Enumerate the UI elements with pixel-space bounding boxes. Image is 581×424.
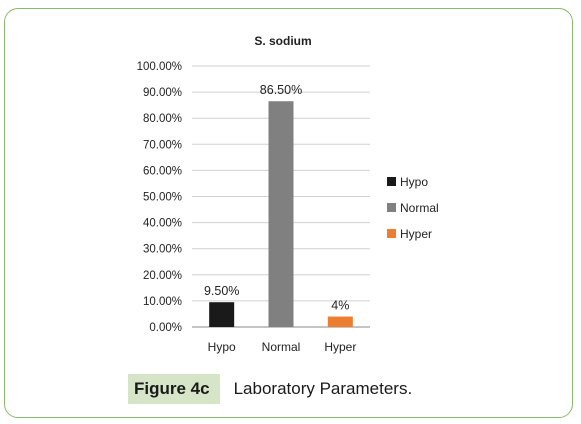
data-label: 4% <box>331 299 349 313</box>
y-tick-label: 100.00% <box>137 61 182 73</box>
legend-swatch <box>387 177 396 186</box>
bar-hypo <box>209 302 235 327</box>
figure-caption-text: Laboratory Parameters. <box>233 379 413 398</box>
y-tick-label: 50.00% <box>143 192 182 204</box>
y-tick-label: 90.00% <box>143 87 182 99</box>
y-tick-label: 40.00% <box>143 218 182 230</box>
legend-swatch <box>387 203 396 212</box>
legend-label: Hyper <box>400 227 432 241</box>
y-tick-label: 0.00% <box>149 322 182 334</box>
y-tick-label: 60.00% <box>143 165 182 177</box>
y-tick-label: 10.00% <box>143 296 182 308</box>
x-tick-label: Normal <box>262 340 301 354</box>
y-tick-label: 30.00% <box>143 244 182 256</box>
y-tick-label: 70.00% <box>143 139 182 151</box>
figure-caption: Figure 4c Laboratory Parameters. <box>128 374 412 404</box>
x-tick-label: Hypo <box>208 340 236 354</box>
bar-normal <box>268 101 294 327</box>
y-tick-label: 80.00% <box>143 113 182 125</box>
x-tick-label: Hyper <box>324 340 356 354</box>
data-label: 9.50% <box>204 284 239 298</box>
data-label: 86.50% <box>260 83 302 97</box>
bar-hyper <box>327 316 353 327</box>
legend-label: Hypo <box>400 175 428 189</box>
chart-title: S. sodium <box>254 34 311 48</box>
legend-label: Normal <box>400 201 439 215</box>
y-tick-label: 20.00% <box>143 270 182 282</box>
legend-swatch <box>387 229 396 238</box>
figure-label: Figure 4c <box>128 374 220 404</box>
